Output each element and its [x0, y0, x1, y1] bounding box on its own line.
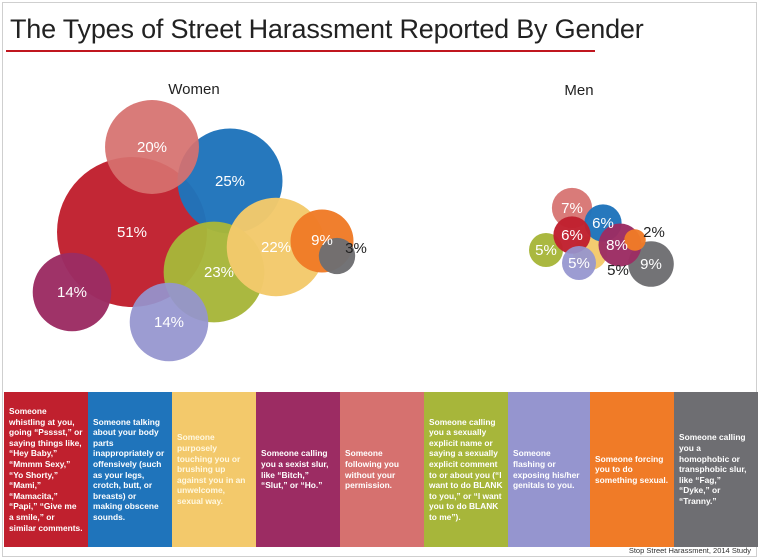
legend-text: Someone calling you a sexually explicit … — [429, 416, 503, 522]
legend-item-2: Someone talking about your body parts in… — [88, 392, 172, 547]
men-bubble-flashing-exposing-genitals — [562, 246, 596, 280]
men-label-calling-a-sexist-slur: 8% — [606, 237, 628, 254]
legend-text: Someone whistling at you, going “Psssst,… — [9, 406, 83, 533]
legend-text: Someone flashing or exposing his/her gen… — [513, 448, 580, 491]
women-bubble-homophobic-or-transphobic-slur — [318, 237, 356, 275]
men-bubble-whistling-catcalls — [553, 216, 591, 254]
women-label-following-you: 20% — [137, 139, 167, 156]
bubble-chart: Women Men 51% 25% 23% 20% 22% 14% 14% 9% 3% 5% 5% 7… — [32, 81, 674, 362]
legend-item-6: Someone calling you a sexually explicit … — [424, 392, 508, 547]
women-label-sexually-explicit-name-or-comment: 23% — [204, 264, 234, 281]
women-label-forcing-to-do-something-sexual: 9% — [311, 232, 333, 249]
men-label-flashing-exposing-genitals: 5% — [568, 255, 590, 272]
women-bubble-flashing-exposing-genitals — [129, 282, 209, 362]
legend-item-3: Someone purposely touching you or brushi… — [172, 392, 256, 547]
men-label-homophobic-or-transphobic-slur: 9% — [640, 256, 662, 273]
men-label-brushing-up-touching: 5% — [607, 262, 629, 279]
legend-item-8: Someone forcing you to do something sexu… — [590, 392, 674, 547]
category-legend: Someone whistling at you, going “Psssst,… — [4, 392, 758, 547]
men-label-talking-about-body-making-obscene-sounds: 6% — [592, 215, 614, 232]
chart-title: The Types of Street Harassment Reported … — [10, 14, 644, 44]
title-underline — [6, 50, 595, 52]
legend-item-7: Someone flashing or exposing his/her gen… — [508, 392, 590, 547]
men-bubble-following-you — [551, 187, 593, 229]
women-label-brushing-up-touching: 22% — [261, 239, 291, 256]
legend-text: Someone purposely touching you or brushi… — [177, 432, 246, 506]
legend-item-9: Someone calling you a homophobic or tran… — [674, 392, 758, 547]
legend-item-1: Someone whistling at you, going “Psssst,… — [4, 392, 88, 547]
men-label-whistling-catcalls: 6% — [561, 227, 583, 244]
bubble-layer: 51% 25% 23% 20% 22% 14% 14% 9% 3% 5% 5% 7% 6% 6% 9% 8% 2… — [32, 100, 674, 362]
legend-text: Someone calling you a sexist slur, like … — [261, 448, 329, 491]
men-bubble-forcing-to-do-something-sexual — [624, 229, 646, 251]
women-label-whistling-catcalls: 51% — [117, 224, 147, 241]
men-label-following-you: 7% — [561, 200, 583, 217]
source-credit: Stop Street Harassment, 2014 Study — [628, 546, 751, 555]
women-label-homophobic-or-transphobic-slur: 3% — [345, 240, 367, 257]
women-label-talking-about-body-making-obscene-sounds: 25% — [215, 173, 245, 190]
men-bubble-sexually-explicit-name-or-comment — [529, 233, 563, 267]
group-label-women: Women — [168, 81, 219, 98]
legend-item-4: Someone calling you a sexist slur, like … — [256, 392, 340, 547]
legend-text: Someone following you without your permi… — [345, 448, 399, 491]
women-label-flashing-exposing-genitals: 14% — [154, 314, 184, 331]
women-label-calling-a-sexist-slur: 14% — [57, 284, 87, 301]
women-bubble-following-you — [105, 100, 199, 194]
legend-text: Someone calling you a homophobic or tran… — [679, 432, 747, 506]
legend-item-5: Someone following you without your permi… — [340, 392, 424, 547]
women-bubble-calling-a-sexist-slur — [32, 252, 112, 332]
men-label-forcing-to-do-something-sexual: 2% — [643, 224, 665, 241]
legend-text: Someone talking about your body parts in… — [93, 416, 165, 522]
men-label-sexually-explicit-name-or-comment: 5% — [535, 242, 557, 259]
group-label-men: Men — [564, 82, 593, 99]
legend-text: Someone forcing you to do something sexu… — [595, 453, 669, 485]
